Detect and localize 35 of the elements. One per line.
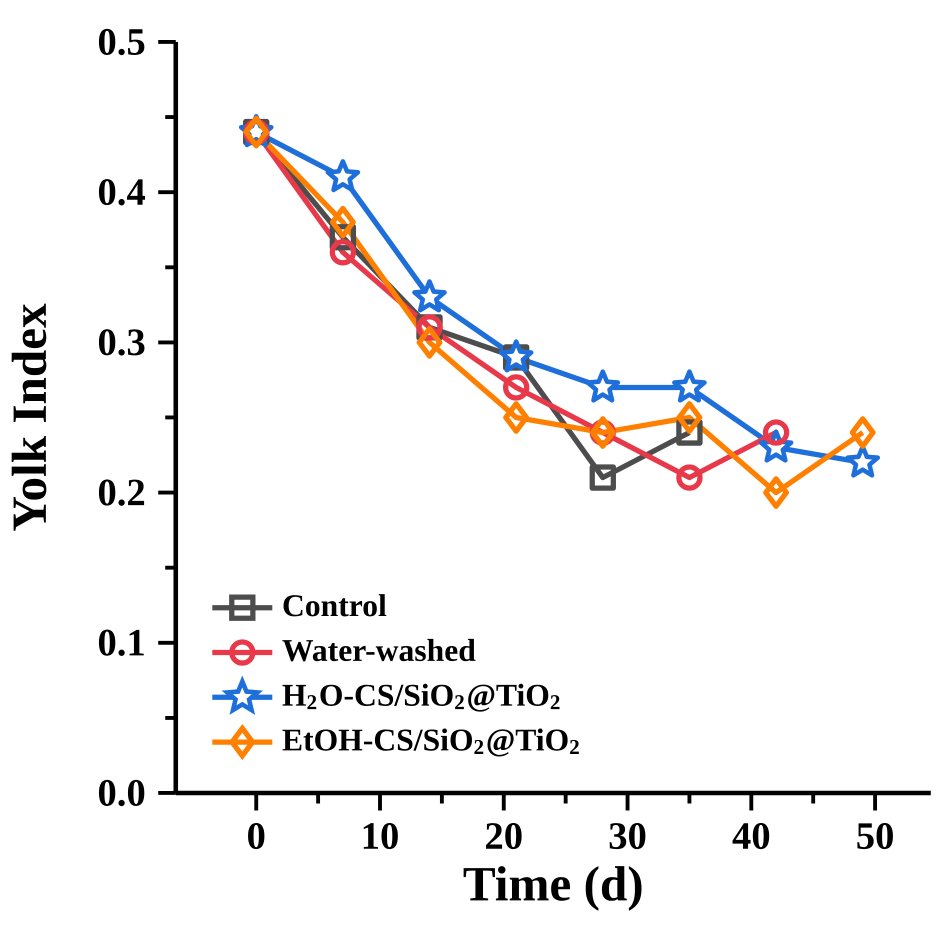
legend-label: Water-washed xyxy=(282,638,476,662)
point xyxy=(672,369,707,403)
point xyxy=(762,419,790,446)
point xyxy=(330,239,356,266)
legend-label: Control xyxy=(284,594,386,616)
point xyxy=(503,374,530,401)
point xyxy=(590,416,616,449)
x-tick-label: 20 xyxy=(486,823,522,850)
point xyxy=(326,159,360,192)
point xyxy=(330,206,356,239)
legend-label: H$_{2}$O-CS/SiO$_{2}$@TiO$_{2}$ xyxy=(282,684,560,712)
x-tick-label: 0 xyxy=(248,823,265,850)
point xyxy=(676,401,702,434)
point xyxy=(498,339,534,372)
y-tick-label: 0.3 xyxy=(99,329,145,356)
x-tick-label: 50 xyxy=(857,823,894,850)
point xyxy=(850,416,876,449)
point xyxy=(763,476,790,509)
point xyxy=(412,279,447,312)
y-tick-label: 0.4 xyxy=(99,179,146,206)
y-axis-title: Yolk Index xyxy=(12,304,46,531)
x-tick-label: 10 xyxy=(364,823,398,850)
y-tick-label: 0.0 xyxy=(99,780,144,806)
x-tick-label: 40 xyxy=(732,823,770,850)
x-tick-label: 30 xyxy=(610,823,646,850)
point xyxy=(586,369,620,403)
y-tick-label: 0.5 xyxy=(99,28,144,56)
point xyxy=(590,464,616,491)
y-tick-label: 0.1 xyxy=(99,630,144,656)
x-axis-title: Time (d) xyxy=(464,866,642,911)
legend-label: EtOH-CS/SiO$_{2}$@TiO$_{2}$ xyxy=(282,728,579,756)
y-tick-label: 0.2 xyxy=(99,479,144,506)
point xyxy=(676,464,703,491)
point xyxy=(416,326,443,359)
point xyxy=(503,401,530,434)
